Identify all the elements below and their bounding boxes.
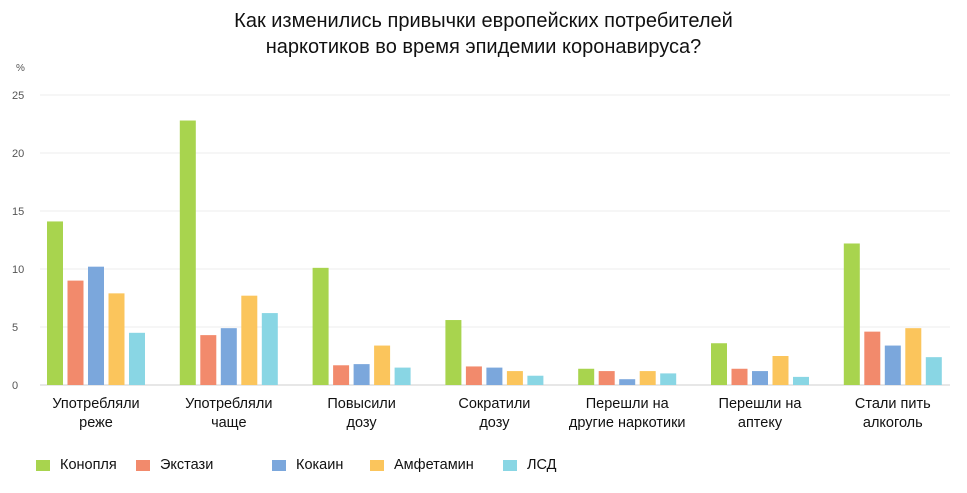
y-axis-unit-label: % — [16, 63, 25, 74]
x-category-label-line: Употребляли — [185, 396, 272, 412]
x-category-label-line: Перешли на — [719, 396, 803, 412]
bar — [220, 328, 237, 385]
x-category-label-line: Сократили — [458, 396, 530, 412]
legend-label: Амфетамин — [394, 457, 474, 473]
bar — [200, 335, 217, 385]
legend-item: ЛСД — [503, 457, 557, 473]
y-tick-label: 5 — [12, 322, 18, 334]
bar — [394, 367, 411, 385]
bar — [179, 120, 196, 386]
bar — [67, 280, 84, 385]
bar — [527, 375, 544, 385]
chart-title-line-2: наркотиков во время эпидемии коронавирус… — [265, 36, 702, 58]
legend-label: ЛСД — [527, 457, 557, 473]
bar — [465, 366, 482, 385]
x-axis-labels: Употребляли реже Употребляли чаще Повысили до… — [52, 396, 930, 431]
bar — [639, 371, 656, 385]
y-tick-label: 15 — [12, 206, 24, 218]
bar — [312, 267, 329, 385]
x-category-label-line: аптеку — [738, 415, 783, 431]
x-category-label: Употребляли чаще — [185, 396, 272, 431]
x-category-label: Перешли на аптеку — [719, 396, 803, 431]
bar — [486, 367, 503, 385]
bar — [333, 365, 350, 385]
bars — [47, 120, 942, 386]
legend-swatch — [136, 459, 150, 471]
x-category-label-line: Употребляли — [52, 396, 139, 412]
x-category-label: Повысили дозу — [327, 396, 396, 431]
bar — [445, 320, 462, 385]
x-category-label-line: Перешли на — [586, 396, 670, 412]
legend-item: Экстази — [136, 457, 213, 473]
legend-swatch — [503, 459, 517, 471]
bar — [374, 345, 391, 385]
x-category-label: Перешли на другие наркотики — [569, 396, 686, 431]
x-category-label-line: дозу — [347, 415, 378, 431]
bar — [711, 343, 727, 385]
bar — [905, 328, 922, 385]
bar — [47, 221, 63, 385]
chart-title: Как изменились привычки европейских потр… — [0, 8, 967, 60]
gridlines — [40, 94, 950, 386]
y-tick-label: 0 — [12, 380, 18, 392]
bar — [731, 368, 748, 385]
x-category-label-line: Повысили — [327, 396, 396, 412]
bar — [619, 379, 636, 385]
y-tick-label: 10 — [12, 264, 24, 276]
chart-title-line-1: Как изменились привычки европейских потр… — [234, 10, 733, 32]
legend-swatch — [36, 459, 50, 471]
legend-swatch — [370, 459, 384, 471]
legend-item: Амфетамин — [370, 457, 474, 473]
bar — [884, 345, 901, 385]
bar — [578, 368, 595, 385]
x-category-label-line: реже — [79, 415, 113, 431]
bar — [598, 371, 615, 385]
legend-item: Конопля — [36, 457, 117, 473]
bar — [241, 295, 258, 385]
bar — [660, 373, 677, 385]
x-category-label-line: другие наркотики — [569, 415, 686, 431]
x-category-label: Употребляли реже — [52, 396, 139, 431]
legend-label: Кокаин — [296, 457, 344, 473]
bar — [129, 332, 145, 385]
x-category-label-line: алкоголь — [863, 415, 923, 431]
y-axis: % 0 5 10 15 20 25 — [12, 63, 25, 392]
y-tick-label: 25 — [12, 90, 24, 102]
y-tick-label: 20 — [12, 148, 24, 160]
bar — [506, 371, 523, 385]
bar — [88, 266, 104, 385]
bar — [864, 331, 881, 385]
bar — [108, 293, 125, 385]
x-category-label: Сократили дозу — [458, 396, 530, 431]
bar — [772, 356, 789, 385]
legend-swatch — [272, 459, 286, 471]
bar — [261, 313, 278, 385]
legend-item: Кокаин — [272, 457, 343, 473]
x-category-label-line: Стали пить — [855, 396, 931, 412]
x-category-label: Стали пить алкоголь — [855, 396, 931, 431]
legend-label: Конопля — [60, 457, 117, 473]
x-category-label-line: дозу — [479, 415, 510, 431]
legend-label: Экстази — [160, 457, 214, 473]
bar — [793, 376, 809, 385]
bar — [925, 357, 942, 385]
x-category-label-line: чаще — [211, 415, 246, 431]
bar — [843, 243, 860, 385]
bar — [353, 364, 370, 385]
bar — [752, 371, 768, 385]
